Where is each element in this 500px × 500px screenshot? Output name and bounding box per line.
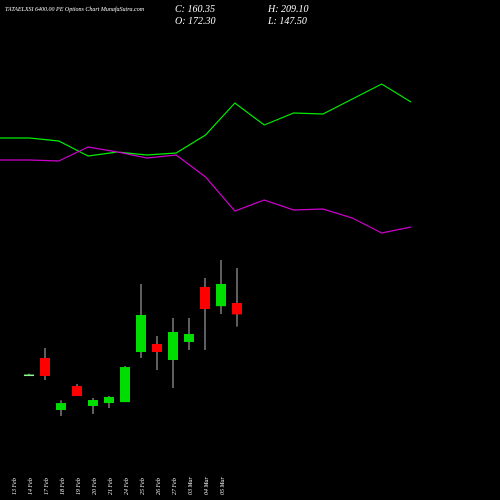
- open-label: O: 172.30: [175, 16, 216, 27]
- x-tick-label: 27 Feb: [172, 478, 178, 495]
- candle-body: [216, 284, 226, 307]
- candle-body: [120, 367, 130, 403]
- line-series: [0, 146, 412, 234]
- x-tick-label: 13 Feb: [12, 478, 18, 495]
- x-tick-label: 21 Feb: [108, 478, 114, 495]
- candle-body: [152, 343, 162, 353]
- candle-body: [40, 358, 50, 376]
- high-label: H: 209.10: [267, 4, 309, 15]
- line-series: [0, 83, 412, 157]
- x-tick-label: 20 Feb: [92, 478, 98, 495]
- candle-body: [72, 386, 82, 397]
- candle-body: [24, 374, 34, 377]
- x-tick-label: 03 Mar: [188, 477, 194, 495]
- x-tick-label: 26 Feb: [156, 478, 162, 495]
- x-tick-label: 19 Feb: [76, 478, 82, 495]
- candle-body: [200, 286, 210, 309]
- chart-title: TATAELXSI 6400.00 PE Options Chart Munaf…: [5, 6, 145, 13]
- candle-body: [104, 396, 114, 404]
- x-tick-label: 24 Feb: [123, 478, 130, 495]
- x-tick-label: 17 Feb: [44, 478, 50, 495]
- x-tick-label: 14 Feb: [27, 478, 34, 495]
- candle-body: [136, 314, 146, 353]
- candle-body: [232, 303, 242, 315]
- candle-body: [168, 331, 178, 361]
- candle-body: [184, 333, 194, 342]
- low-label: L: 147.50: [267, 16, 307, 27]
- x-tick-label: 18 Feb: [60, 478, 66, 495]
- candle-body: [56, 403, 66, 410]
- close-label: C: 160.35: [175, 4, 215, 15]
- x-tick-label: 25 Feb: [140, 478, 146, 495]
- x-tick-label: 05 Mar: [220, 477, 226, 495]
- candle-body: [88, 400, 98, 406]
- x-tick-label: 04 Mar: [203, 477, 210, 495]
